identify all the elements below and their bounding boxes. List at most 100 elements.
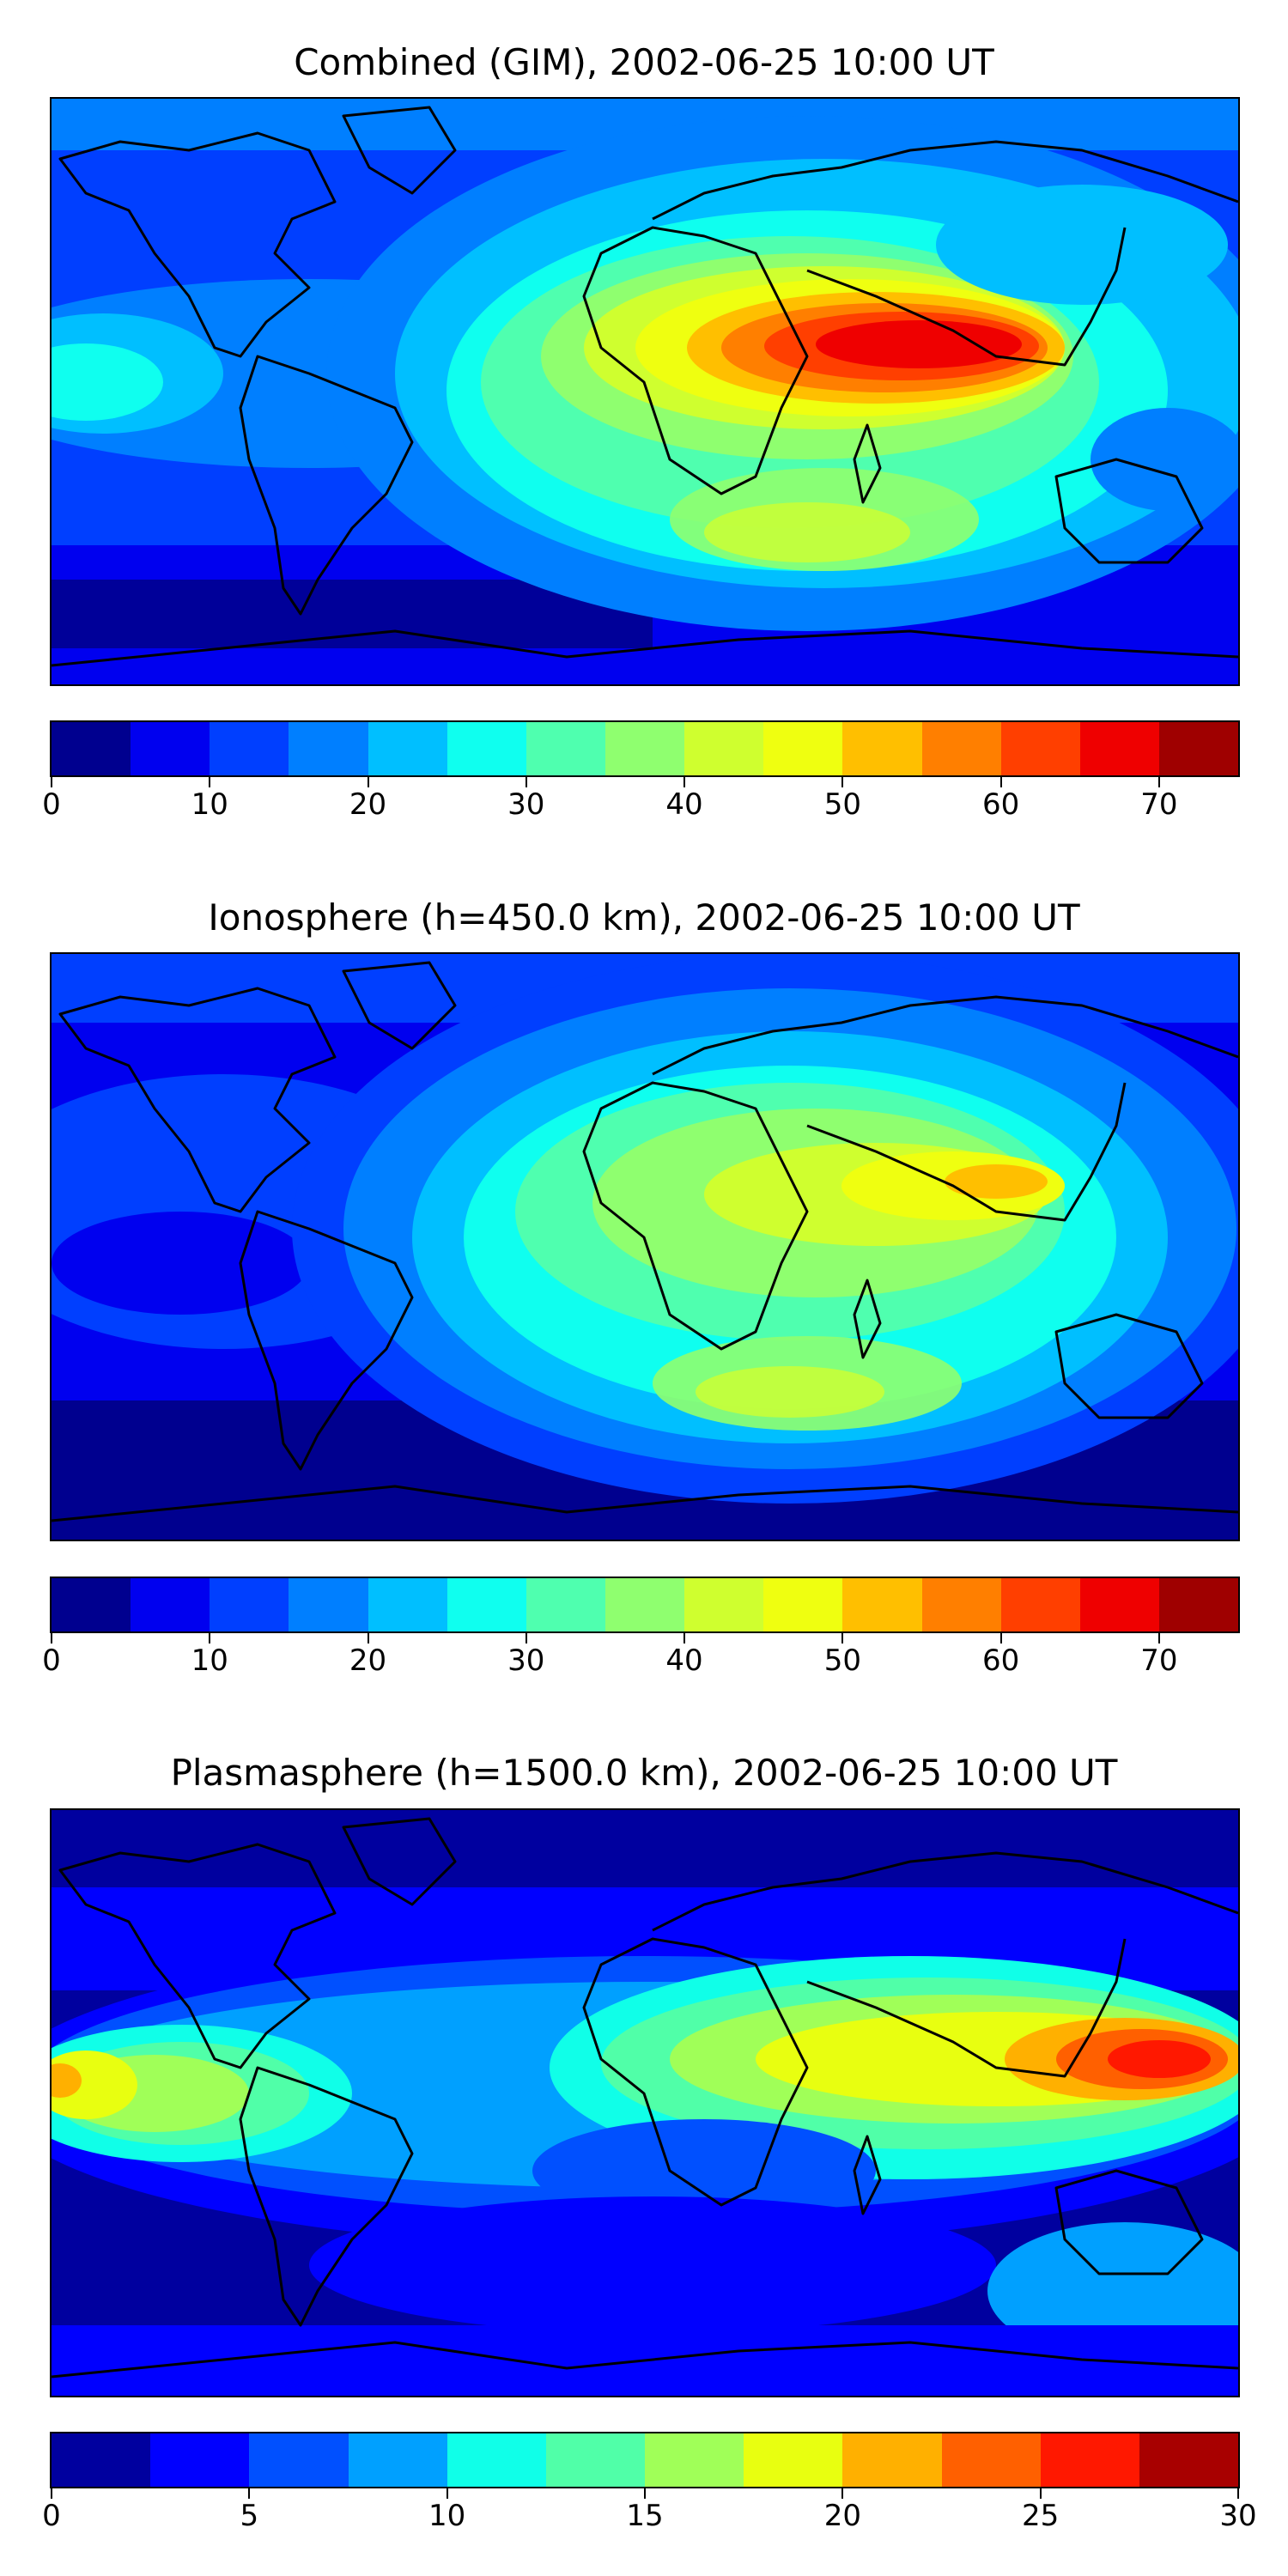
- panel3-tick-mark: [446, 2488, 448, 2499]
- panel2-colorbar-segment: [605, 1578, 685, 1631]
- panel1-colorbar-ticks: 0 10 20 30 40 50 60 70: [0, 777, 1288, 822]
- panel2-colorbar-segment: [526, 1578, 605, 1631]
- panel1-tick-label: 50: [823, 787, 861, 822]
- panel3-colorbar-segment: [348, 2433, 447, 2487]
- panel3-colorbar-segment: [249, 2433, 349, 2487]
- panel3-tick-label: 20: [823, 2499, 861, 2533]
- panel3-colorbar-segment: [744, 2433, 843, 2487]
- panel1-colorbar-segment: [447, 722, 526, 775]
- panel1-colorbar-segment: [131, 722, 210, 775]
- panel3-tick-label: 25: [1022, 2499, 1060, 2533]
- panel3-tick-label: 15: [626, 2499, 664, 2533]
- panel3-colorbar-segment: [842, 2433, 942, 2487]
- panel3-tick-label: 10: [428, 2499, 466, 2533]
- panel1-colorbar-segment: [763, 722, 843, 775]
- panel1-colorbar: [50, 720, 1240, 777]
- panel2-tick-mark: [209, 1633, 211, 1643]
- panel2-tick-label: 40: [665, 1643, 703, 1678]
- panel2-tick-mark: [1157, 1633, 1160, 1643]
- panel1-tick-mark: [999, 777, 1002, 787]
- panel3-tick-mark: [841, 2488, 844, 2499]
- panel1-colorbar-segment: [842, 722, 922, 775]
- panel1-tick-mark: [841, 777, 844, 787]
- panel2-title: Ionosphere (h=450.0 km), 2002-06-25 10:0…: [208, 896, 1080, 939]
- panel1-tick-mark: [51, 777, 52, 787]
- panel1-colorbar-segment: [368, 722, 447, 775]
- panel1-colorbar-segment: [684, 722, 764, 775]
- panel2-tick-mark: [367, 1633, 369, 1643]
- panel1-colorbar-segment: [526, 722, 605, 775]
- panel3-colorbar-segment: [150, 2433, 250, 2487]
- panel2-tick-mark: [525, 1633, 527, 1643]
- panel1-tick-label: 70: [1140, 787, 1178, 822]
- panel2-colorbar-segment: [368, 1578, 447, 1631]
- panel2-colorbar-segment: [684, 1578, 764, 1631]
- panel2-tick-mark: [683, 1633, 686, 1643]
- panel3-title: Plasmasphere (h=1500.0 km), 2002-06-25 1…: [170, 1752, 1118, 1794]
- panel2-tick-label: 60: [981, 1643, 1020, 1678]
- panel1-tick-label: 40: [665, 787, 703, 822]
- panel2-colorbar-segment: [210, 1578, 289, 1631]
- panel1-colorbar-segment: [210, 722, 289, 775]
- panel1-colorbar-segment: [1079, 722, 1159, 775]
- panel2-colorbar-segment: [289, 1578, 368, 1631]
- panel3-tick-mark: [248, 2488, 251, 2499]
- panel2-tick-label: 30: [507, 1643, 545, 1678]
- panel1-tick-mark: [525, 777, 527, 787]
- panel2-colorbar-segment: [763, 1578, 843, 1631]
- panel2-tick-label: 50: [823, 1643, 861, 1678]
- panel3-colorbar-segment: [447, 2433, 546, 2487]
- panel1-tick-label: 60: [981, 787, 1020, 822]
- panel3-tick-mark: [51, 2488, 52, 2499]
- panel2-colorbar-ticks: 0 10 20 30 40 50 60 70: [0, 1633, 1288, 1678]
- panel1-colorbar-segment: [1000, 722, 1080, 775]
- panel1-map-svg: [52, 99, 1238, 684]
- panel2-colorbar-segment: [1079, 1578, 1159, 1631]
- panel3-tick-mark: [1237, 2488, 1239, 2499]
- panel3-colorbar: [50, 2432, 1240, 2488]
- panel3-map-svg: [52, 1810, 1238, 2396]
- panel3-colorbar-segment: [941, 2433, 1041, 2487]
- panel1-colorbar-segment: [52, 722, 131, 775]
- panel3-tick-label: 0: [42, 2499, 61, 2533]
- panel1-title: Combined (GIM), 2002-06-25 10:00 UT: [294, 41, 994, 83]
- panel3-colorbar-segment: [1139, 2433, 1239, 2487]
- panel3-colorbar-segment: [1040, 2433, 1139, 2487]
- panel2-colorbar-segment: [447, 1578, 526, 1631]
- panel2-tick-label: 70: [1140, 1643, 1178, 1678]
- panel1-tick-label: 20: [349, 787, 387, 822]
- panel2-colorbar-segment: [131, 1578, 210, 1631]
- panel3-tick-label: 30: [1219, 2499, 1257, 2533]
- panel2-colorbar-segment: [1000, 1578, 1080, 1631]
- panel2-colorbar-segment: [1158, 1578, 1239, 1631]
- panel2-tick-mark: [841, 1633, 844, 1643]
- panel1-colorbar-segment: [289, 722, 368, 775]
- panel1-tick-label: 10: [191, 787, 228, 822]
- panel1-tick-mark: [1157, 777, 1160, 787]
- panel1-colorbar-segment: [1158, 722, 1239, 775]
- panel1-tick-mark: [209, 777, 211, 787]
- panel2-tick-mark: [51, 1633, 52, 1643]
- panel1-colorbar-segment: [921, 722, 1001, 775]
- panel2-colorbar-segment: [842, 1578, 922, 1631]
- panel3-map: [50, 1808, 1240, 2397]
- panel3-colorbar-segment: [52, 2433, 151, 2487]
- panel1-colorbar-segment: [605, 722, 685, 775]
- panel2-tick-label: 10: [191, 1643, 228, 1678]
- panel2-tick-mark: [999, 1633, 1002, 1643]
- panel1-tick-label: 30: [507, 787, 545, 822]
- panel3-tick-mark: [1039, 2488, 1042, 2499]
- panel3-tick-mark: [644, 2488, 646, 2499]
- panel2-colorbar-segment: [921, 1578, 1001, 1631]
- panel1-tick-mark: [683, 777, 686, 787]
- panel3-colorbar-ticks: 0 5 10 15 20 25 30: [0, 2488, 1288, 2540]
- panel2-colorbar: [50, 1577, 1240, 1633]
- panel1-map: [50, 97, 1240, 686]
- panel3-colorbar-segment: [645, 2433, 744, 2487]
- panel2-tick-label: 0: [42, 1643, 61, 1678]
- panel1-tick-mark: [367, 777, 369, 787]
- panel2-tick-label: 20: [349, 1643, 387, 1678]
- panel2-colorbar-segment: [52, 1578, 131, 1631]
- panel3-colorbar-segment: [545, 2433, 646, 2487]
- panel1-tick-label: 0: [42, 787, 61, 822]
